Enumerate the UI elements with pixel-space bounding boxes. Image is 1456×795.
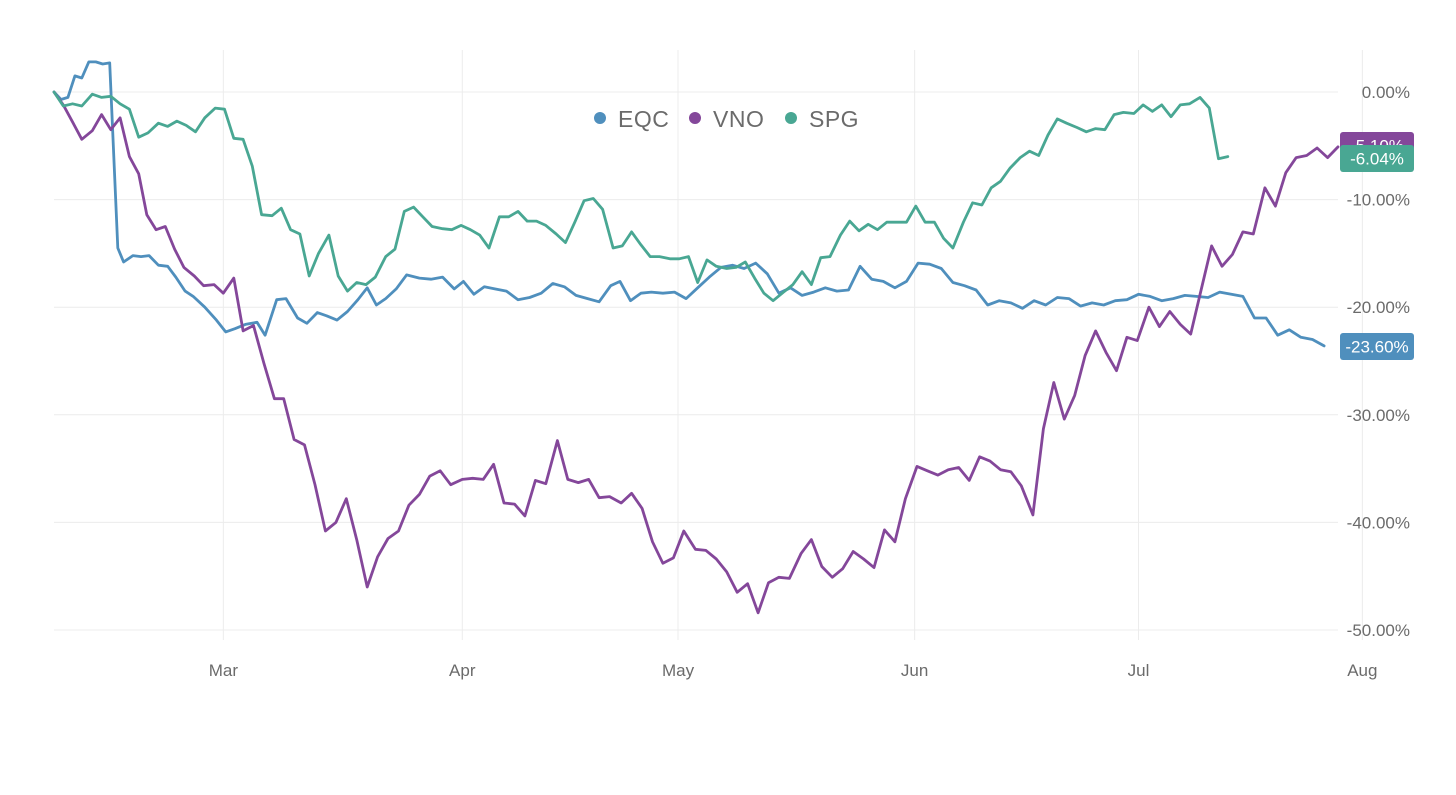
end-value-badges: -5.10%-6.04%-23.60% <box>1340 132 1414 360</box>
series-line-eqc <box>52 60 1326 348</box>
end-badge-bg <box>1340 333 1414 360</box>
x-axis: Mar Apr May Jun Jul Aug <box>209 661 1378 680</box>
series-lines <box>52 60 1340 615</box>
end-badge-label: -23.60% <box>1345 338 1408 357</box>
x-tick-label: Aug <box>1347 661 1377 680</box>
x-tick-label: May <box>662 661 695 680</box>
y-tick-label: -10.00% <box>1347 191 1410 210</box>
y-tick-label: -40.00% <box>1347 513 1410 532</box>
x-tick-label: Jul <box>1128 661 1150 680</box>
series-line-vno <box>52 90 1340 615</box>
horizontal-gridlines <box>54 91 1338 631</box>
legend-label-eqc: EQC <box>618 106 669 132</box>
legend-label-vno: VNO <box>713 106 764 132</box>
end-badge-spg: -6.04% <box>1340 145 1414 172</box>
end-badge-eqc: -23.60% <box>1340 333 1414 360</box>
legend-marker-vno <box>689 112 701 124</box>
legend-marker-eqc <box>594 112 606 124</box>
end-badge-label: -6.04% <box>1350 150 1404 169</box>
x-tick-label: Mar <box>209 661 239 680</box>
legend-label-spg: SPG <box>809 106 859 132</box>
vertical-gridlines <box>222 50 1363 640</box>
y-tick-label: -30.00% <box>1347 406 1410 425</box>
end-badge-bg <box>1340 145 1414 172</box>
legend: EQC VNO SPG <box>594 106 859 132</box>
series-line-spg <box>52 90 1230 303</box>
legend-marker-spg <box>785 112 797 124</box>
y-axis: 0.00% -10.00% -20.00% -30.00% -40.00% -50.00% <box>1347 83 1410 640</box>
y-tick-label: 0.00% <box>1362 83 1410 102</box>
x-tick-label: Jun <box>901 661 928 680</box>
y-tick-label: -50.00% <box>1347 621 1410 640</box>
x-tick-label: Apr <box>449 661 476 680</box>
y-tick-label: -20.00% <box>1347 298 1410 317</box>
